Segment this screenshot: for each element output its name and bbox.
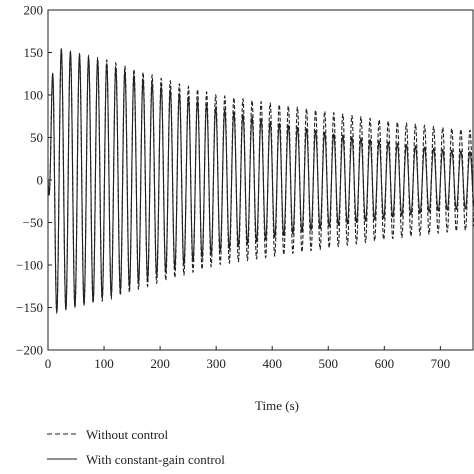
y-tick-label: 100 <box>24 88 44 103</box>
legend: Without control With constant-gain contro… <box>47 427 225 467</box>
x-axis: 0 100 200 300 400 500 600 700 <box>45 346 450 371</box>
x-tick-label: 200 <box>150 356 170 371</box>
y-tick-label: 150 <box>24 45 44 60</box>
x-tick-label: 100 <box>94 356 114 371</box>
legend-label: With constant-gain control <box>86 452 225 467</box>
y-tick-label: 0 <box>37 173 44 188</box>
legend-label: Without control <box>86 427 169 442</box>
y-tick-label: −200 <box>16 343 43 358</box>
y-tick-label: 200 <box>24 3 44 18</box>
plot-frame <box>47 9 474 351</box>
x-tick-label: 600 <box>375 356 395 371</box>
x-tick-label: 500 <box>319 356 339 371</box>
y-tick-label: 50 <box>30 130 43 145</box>
y-tick-label: −100 <box>16 258 43 273</box>
series-line-constant-gain-control <box>48 47 474 315</box>
y-tick-label: −50 <box>23 215 43 230</box>
x-tick-label: 700 <box>431 356 451 371</box>
x-tick-label: 0 <box>45 356 52 371</box>
y-axis: 200 150 100 50 0 −50 −100 −150 −200 <box>16 3 52 358</box>
x-tick-label: 300 <box>206 356 226 371</box>
x-tick-label: 400 <box>262 356 282 371</box>
x-axis-title: Time (s) <box>255 398 299 413</box>
y-tick-label: −150 <box>16 300 43 315</box>
plot-lines <box>48 47 474 315</box>
